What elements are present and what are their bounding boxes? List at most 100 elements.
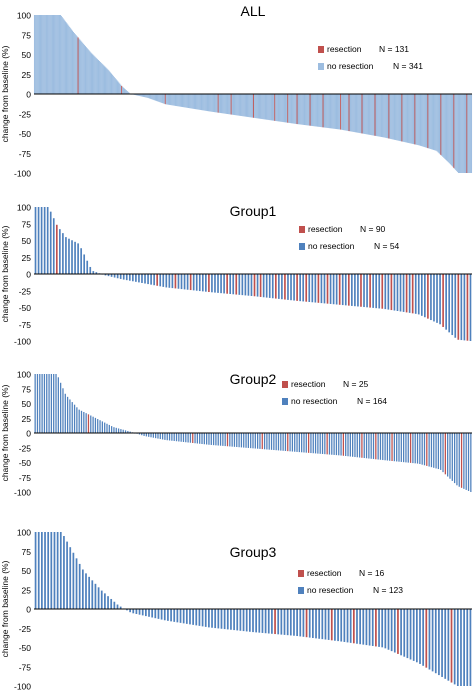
- bar: [280, 609, 283, 635]
- bar: [125, 90, 127, 94]
- bar: [394, 94, 396, 140]
- bar: [78, 409, 80, 433]
- bar: [188, 94, 190, 109]
- bar: [84, 45, 86, 94]
- bar: [151, 94, 153, 100]
- bar: [242, 94, 244, 117]
- bar: [257, 433, 259, 449]
- bar: [341, 94, 343, 130]
- bar: [171, 433, 173, 441]
- bar: [104, 593, 106, 609]
- bar: [387, 274, 390, 310]
- bar: [154, 609, 157, 619]
- bar: [308, 94, 310, 126]
- bar: [195, 274, 198, 291]
- bar: [255, 94, 257, 119]
- bar: [215, 94, 217, 113]
- bar: [278, 94, 280, 122]
- bar: [283, 94, 285, 123]
- bar: [105, 67, 107, 94]
- bar: [46, 374, 48, 433]
- bar: [346, 94, 348, 131]
- y-tick-label: 0: [26, 429, 31, 439]
- bar: [390, 609, 393, 652]
- bar: [119, 606, 122, 609]
- bar: [188, 94, 190, 108]
- bar: [290, 274, 292, 301]
- bar: [282, 94, 284, 123]
- bar: [346, 609, 349, 643]
- bar: [104, 274, 107, 276]
- bar: [329, 274, 332, 304]
- bar: [67, 24, 69, 94]
- bar: [149, 94, 151, 99]
- bar: [255, 609, 258, 633]
- bar: [78, 38, 80, 94]
- y-tick-label: -75: [19, 662, 32, 672]
- bar: [260, 94, 262, 119]
- bar: [384, 94, 386, 138]
- bar: [198, 94, 200, 110]
- bar: [381, 609, 384, 648]
- bar: [276, 94, 278, 122]
- bar: [254, 94, 256, 119]
- bar: [467, 94, 469, 173]
- bar: [270, 94, 272, 121]
- bar: [365, 94, 367, 135]
- bar: [217, 433, 219, 446]
- bar: [80, 40, 82, 94]
- bar: [162, 274, 165, 287]
- bar: [177, 274, 180, 289]
- bar: [326, 433, 328, 455]
- bar: [77, 243, 79, 274]
- bar: [36, 374, 39, 433]
- bar: [470, 94, 472, 173]
- bar: [80, 410, 83, 433]
- bar: [456, 94, 458, 172]
- bar: [201, 609, 204, 627]
- bar: [97, 587, 100, 609]
- bar: [433, 94, 435, 151]
- bar: [168, 433, 171, 441]
- y-axis-label: change from baseline (%): [0, 560, 10, 657]
- bar: [59, 15, 61, 94]
- bar: [362, 609, 365, 645]
- bar: [259, 433, 261, 449]
- bar: [95, 272, 98, 274]
- bar: [71, 29, 73, 94]
- bar: [342, 94, 344, 131]
- y-tick-label: 50: [22, 399, 32, 409]
- bar: [74, 241, 76, 274]
- bar: [214, 94, 216, 113]
- bar: [294, 433, 296, 452]
- bar: [262, 94, 264, 120]
- bar: [109, 71, 111, 94]
- bar: [411, 274, 414, 314]
- bar: [469, 609, 472, 686]
- bar: [401, 94, 403, 142]
- bar: [409, 433, 412, 463]
- bar: [271, 274, 274, 299]
- y-tick-label: -50: [19, 303, 32, 313]
- bar: [252, 433, 254, 449]
- bar: [466, 609, 469, 686]
- bar: [432, 94, 434, 150]
- bar: [239, 609, 242, 631]
- bar: [45, 15, 47, 94]
- bar: [330, 94, 332, 129]
- bar: [226, 274, 228, 294]
- bar: [107, 274, 110, 277]
- bar: [354, 274, 356, 307]
- bar: [80, 248, 82, 274]
- bar: [358, 94, 360, 133]
- bar: [342, 433, 345, 456]
- bar: [281, 274, 283, 300]
- bar: [187, 94, 189, 108]
- y-tick-label: 100: [17, 528, 31, 538]
- bar: [369, 94, 371, 135]
- bar: [222, 433, 224, 446]
- bar: [312, 94, 314, 127]
- bar: [424, 94, 426, 148]
- bar: [92, 416, 94, 433]
- bar: [211, 94, 213, 112]
